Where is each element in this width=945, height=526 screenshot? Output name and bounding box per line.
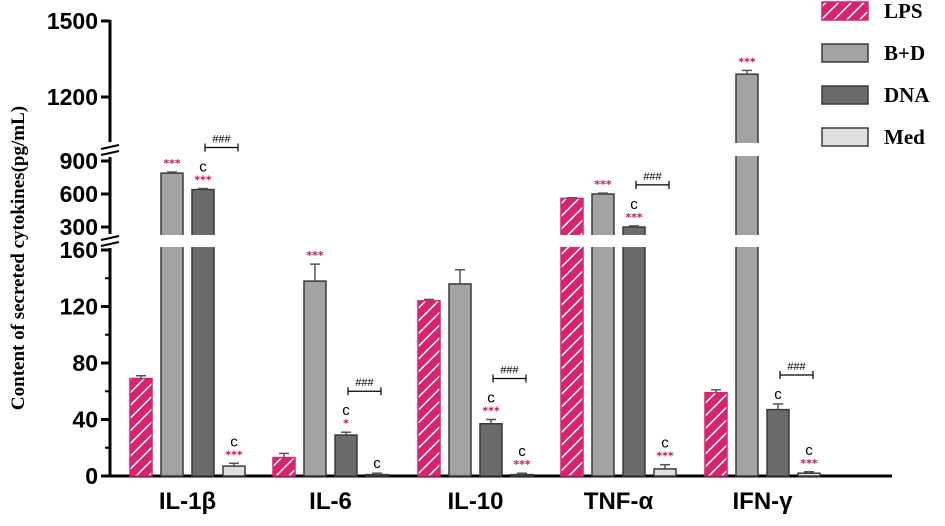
- bar-bd-0: [160, 172, 184, 477]
- significance-stars: ***: [225, 448, 243, 461]
- bar-med-4: [797, 472, 821, 477]
- x-category-label: IFN-γ: [733, 488, 794, 515]
- bar-break-gap: [589, 235, 617, 247]
- significance-stars: ***: [800, 457, 818, 470]
- significance-stars: ***: [594, 178, 612, 191]
- legend-label: DNA: [884, 83, 930, 107]
- x-category-label: TNF-α: [584, 488, 654, 515]
- comparison-label: ###: [787, 361, 806, 373]
- x-category-label: IL-6: [309, 488, 352, 515]
- bar-med-3: [653, 468, 677, 477]
- significance-letter: c: [805, 442, 813, 459]
- significance-letter: c: [774, 386, 782, 403]
- bar-break-gap: [189, 235, 217, 247]
- bar-dna-4: [766, 408, 790, 477]
- bars-layer: [129, 69, 821, 477]
- x-category-label: IL-1β: [159, 488, 216, 515]
- comparison-label: ###: [500, 365, 519, 377]
- significance-stars: ***: [306, 249, 324, 262]
- significance-stars: ***: [656, 450, 674, 463]
- legend-label: Med: [884, 125, 925, 149]
- significance-letter: c: [230, 433, 238, 450]
- legend-swatch-med: [821, 127, 869, 147]
- axis-break-mark-lower: [100, 235, 120, 241]
- bar-med-0: [222, 465, 246, 477]
- bar-lps-2: [417, 300, 441, 477]
- significance-stars: ***: [513, 458, 531, 471]
- y-tick-label: 1200: [47, 84, 98, 110]
- bar-bd-4: [735, 73, 759, 477]
- legend-label: LPS: [884, 0, 923, 23]
- bar-dna-1: [334, 434, 358, 477]
- bar-dna-2: [479, 422, 503, 477]
- bar-dna-0: [191, 188, 215, 477]
- bar-lps-4: [704, 391, 728, 477]
- y-tick-label: 160: [60, 237, 98, 263]
- bar-med-1: [365, 473, 389, 477]
- significance-letter: c: [630, 196, 638, 213]
- bar-med-2: [510, 473, 534, 477]
- annotations-layer: ******c***c****cc***c***c******c***c***c…: [163, 55, 818, 472]
- y-tick-label: 120: [60, 294, 98, 320]
- bar-bd-2: [448, 283, 472, 477]
- bar-bd-1: [303, 280, 327, 477]
- comparison-label: ###: [643, 171, 662, 183]
- legend: LPS B+D DNA Med: [821, 0, 930, 149]
- significance-stars: ***: [194, 174, 212, 187]
- y-tick-label: 80: [72, 350, 98, 376]
- bar-lps-0: [129, 377, 153, 477]
- y-tick-label: 0: [85, 463, 98, 489]
- legend-swatch-bd: [821, 43, 869, 63]
- significance-letter: c: [342, 402, 350, 419]
- significance-letter: c: [487, 390, 495, 407]
- bar-dna-3: [622, 226, 646, 477]
- y-tick-label: 40: [72, 407, 98, 433]
- significance-stars: ***: [482, 405, 500, 418]
- axis-break-mark-upper: [100, 144, 120, 150]
- significance-stars: ***: [738, 55, 756, 68]
- bar-break-gap: [620, 235, 648, 247]
- axis-break-mark-lower: [100, 241, 120, 247]
- y-tick-label: 1500: [47, 8, 98, 34]
- bar-break-gap: [733, 235, 761, 247]
- significance-letter: c: [518, 443, 526, 460]
- significance-letter: c: [199, 159, 207, 176]
- bar-break-gap: [558, 235, 586, 247]
- legend-swatch-lps: [821, 1, 869, 21]
- significance-stars: *: [343, 417, 349, 430]
- significance-letter: c: [661, 435, 669, 452]
- significance-letter: c: [373, 455, 381, 472]
- significance-stars: ***: [163, 157, 181, 170]
- comparison-label: ###: [355, 377, 374, 389]
- legend-swatch-dna: [821, 85, 869, 105]
- x-category-label: IL-10: [447, 488, 503, 515]
- y-tick-label: 600: [60, 181, 98, 207]
- bar-break-gap: [158, 235, 186, 247]
- legend-label: B+D: [884, 41, 925, 65]
- significance-stars: ***: [625, 211, 643, 224]
- axis-break-mark-upper: [100, 150, 120, 156]
- y-tick-label: 300: [60, 214, 98, 240]
- comparison-label: ###: [212, 134, 231, 146]
- y-axis-title: Content of secreted cytokines(pg/mL): [8, 106, 29, 410]
- bar-break-gap: [733, 143, 761, 156]
- y-tick-label: 900: [60, 148, 98, 174]
- bar-lps-1: [272, 456, 296, 477]
